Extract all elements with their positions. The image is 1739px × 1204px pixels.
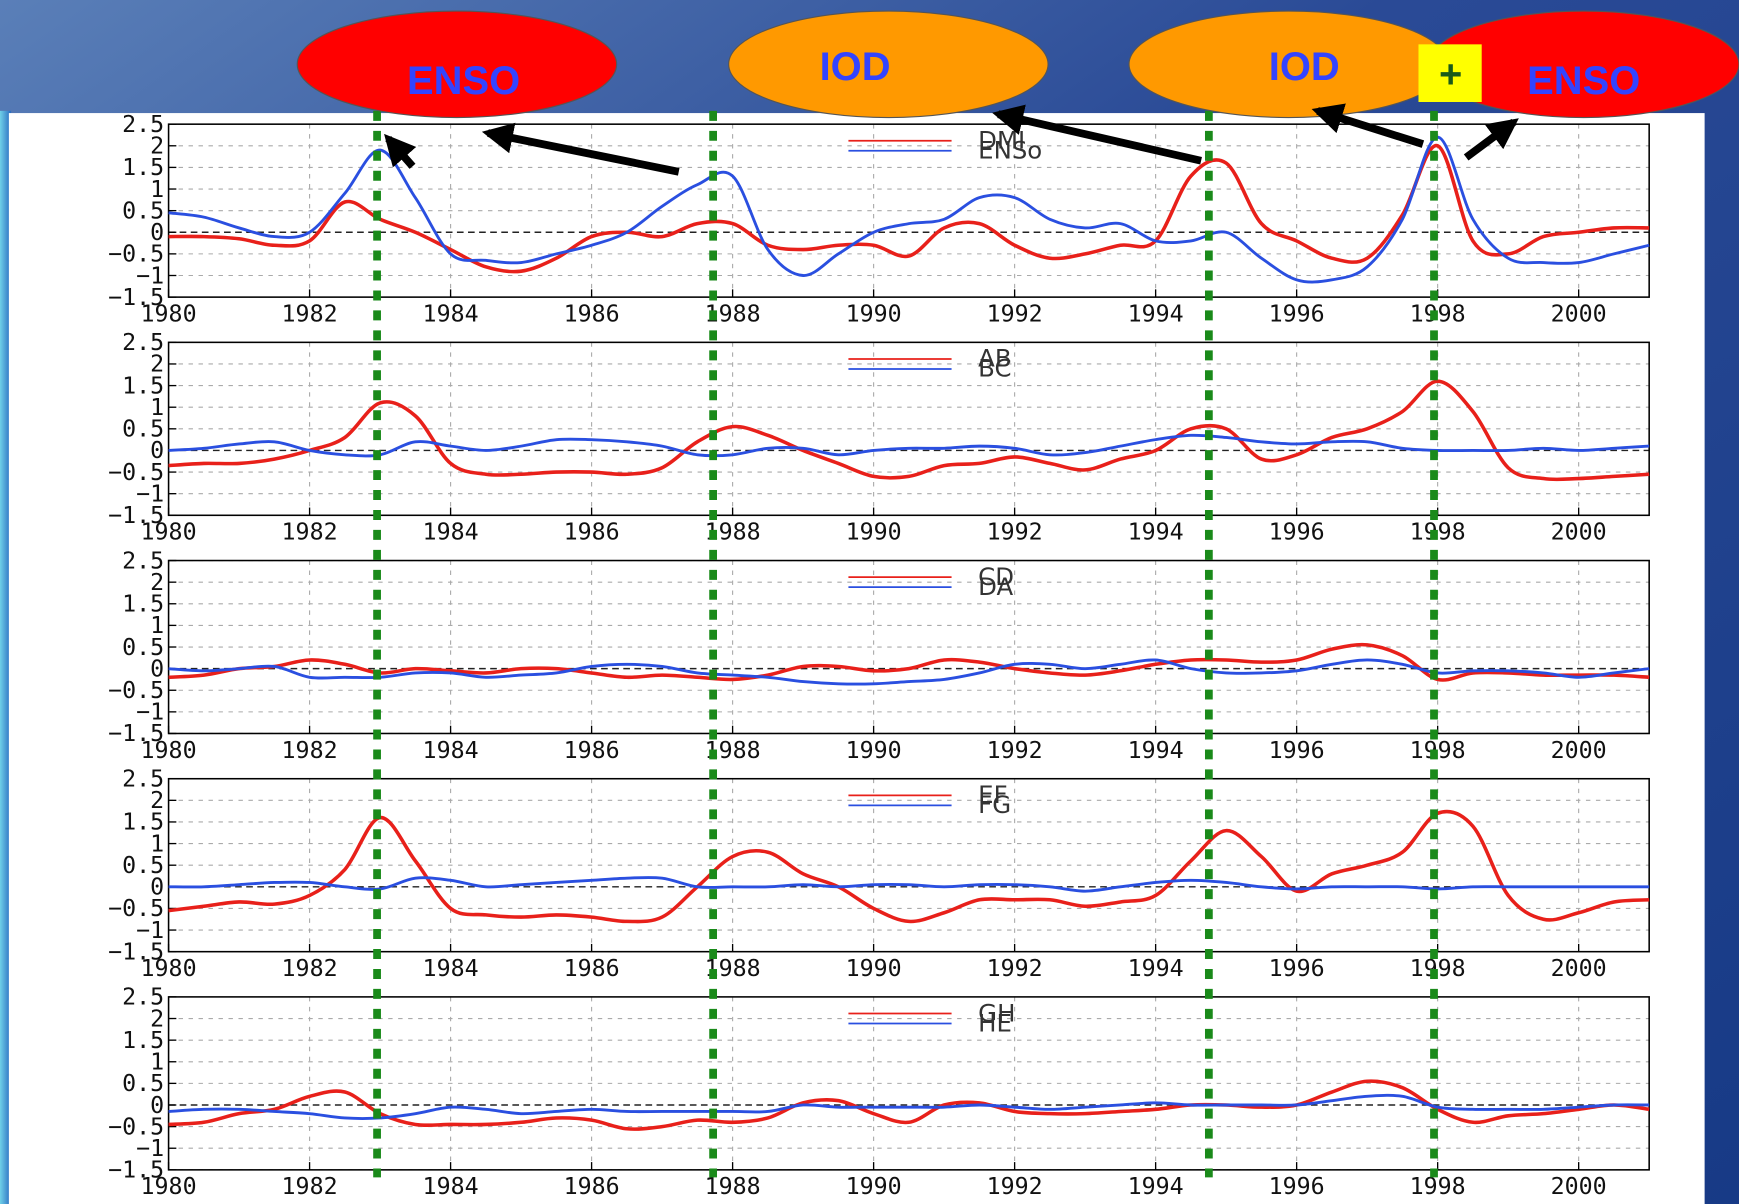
legend-label: BC [978, 354, 1011, 383]
annotation: ENSO [1527, 59, 1640, 103]
x-tick-label: 1996 [1269, 737, 1325, 764]
x-tick-label: 1986 [564, 737, 620, 764]
x-tick-label: 1982 [282, 301, 338, 328]
x-tick-label: 1984 [423, 955, 479, 982]
x-tick-label: 1992 [987, 1173, 1043, 1200]
y-tick-label: 2.5 [122, 111, 164, 138]
x-tick-label: 1992 [987, 737, 1043, 764]
x-tick-label: 1990 [846, 737, 902, 764]
x-tick-label: 1986 [564, 955, 620, 982]
x-tick-label: 1994 [1128, 301, 1184, 328]
x-tick-label: 1980 [141, 737, 197, 764]
x-tick-label: 1984 [423, 519, 479, 546]
x-tick-label: 1986 [564, 519, 620, 546]
annotation: + [1439, 53, 1462, 97]
x-tick-label: 1984 [423, 1173, 479, 1200]
y-tick-label: 2.5 [122, 765, 164, 792]
slide: −1.5−1−0.500.511.522.5198019821984198619… [0, 0, 1739, 1204]
x-tick-label: 1982 [282, 955, 338, 982]
x-tick-label: 2000 [1551, 737, 1607, 764]
legend-label: DA [978, 572, 1013, 601]
x-tick-label: 1982 [282, 737, 338, 764]
x-tick-label: 1982 [282, 519, 338, 546]
x-tick-label: 2000 [1551, 955, 1607, 982]
y-tick-label: 2.5 [122, 547, 164, 574]
x-tick-label: 2000 [1551, 301, 1607, 328]
x-tick-label: 1980 [141, 1173, 197, 1200]
x-tick-label: 1984 [423, 737, 479, 764]
annotation: IOD [820, 45, 891, 89]
x-tick-label: 2000 [1551, 519, 1607, 546]
x-tick-label: 1994 [1128, 955, 1184, 982]
x-tick-label: 1992 [987, 955, 1043, 982]
x-tick-label: 1980 [141, 301, 197, 328]
x-tick-label: 1990 [846, 301, 902, 328]
x-tick-label: 1982 [282, 1173, 338, 1200]
x-tick-label: 1990 [846, 1173, 902, 1200]
x-tick-label: 1996 [1269, 519, 1325, 546]
annotation: IOD [1269, 45, 1340, 89]
x-tick-label: 1994 [1128, 1173, 1184, 1200]
page: {"annotations": ["ENSO", "IOD", "IOD", "… [0, 0, 1739, 1204]
x-tick-label: 1996 [1269, 955, 1325, 982]
x-tick-label: 1980 [141, 955, 197, 982]
x-tick-label: 2000 [1551, 1173, 1607, 1200]
x-tick-label: 1990 [846, 519, 902, 546]
x-tick-label: 1992 [987, 519, 1043, 546]
x-tick-label: 1990 [846, 955, 902, 982]
y-tick-label: 2.5 [122, 984, 164, 1011]
x-tick-label: 1992 [987, 301, 1043, 328]
annotation: ENSO [407, 59, 520, 103]
legend-label: FG [978, 790, 1011, 819]
x-tick-label: 1986 [564, 1173, 620, 1200]
legend-label: HE [978, 1008, 1012, 1037]
x-tick-label: 1996 [1269, 301, 1325, 328]
y-tick-label: 2.5 [122, 329, 164, 356]
x-tick-label: 1980 [141, 519, 197, 546]
x-tick-label: 1986 [564, 301, 620, 328]
x-tick-label: 1994 [1128, 737, 1184, 764]
x-tick-label: 1996 [1269, 1173, 1325, 1200]
x-tick-label: 1994 [1128, 519, 1184, 546]
x-tick-label: 1984 [423, 301, 479, 328]
legend-label: ENSo [978, 136, 1042, 165]
